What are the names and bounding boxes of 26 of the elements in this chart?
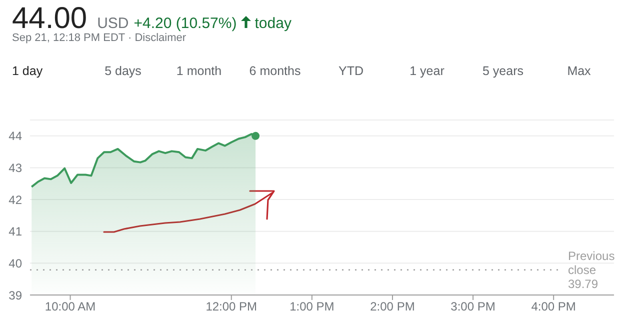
x-tick-label: 3:00 PM [450, 300, 496, 314]
ref-line-label: Previous close 39.79 [568, 248, 615, 291]
y-tick-label: 41 [8, 224, 22, 239]
text: YTD [338, 64, 364, 78]
text: +4.20 (10.57%) [134, 15, 237, 32]
text: 5 years [482, 64, 524, 78]
text: 1 year [408, 64, 446, 78]
y-tick-label: 40 [8, 256, 22, 270]
y-tick-label: 43 [8, 160, 22, 175]
text: 6 months [248, 64, 302, 78]
chart-subtitle: Sep 21, 12:18 PM EDT · Disclaimer [12, 32, 186, 44]
chart-title: 44.00 [12, 2, 88, 35]
x-tick-label: 4:00 PM [531, 300, 576, 314]
y-tick-label: 44 [8, 129, 22, 144]
text: USD [97, 15, 129, 32]
x-tick-label: 2:00 PM [370, 300, 415, 314]
text: 5 days [104, 64, 142, 78]
text: 1 day [12, 64, 44, 78]
text: today [254, 15, 292, 32]
x-tick-label: 10:00 AM [44, 300, 96, 314]
y-tick-label: 42 [8, 192, 22, 207]
x-tick-label: 12:00 PM [206, 300, 258, 314]
text: Max [566, 64, 592, 78]
text: 1 month [175, 64, 223, 78]
y-tick-label: 39 [8, 288, 22, 302]
x-tick-label: 1:00 PM [290, 300, 334, 314]
